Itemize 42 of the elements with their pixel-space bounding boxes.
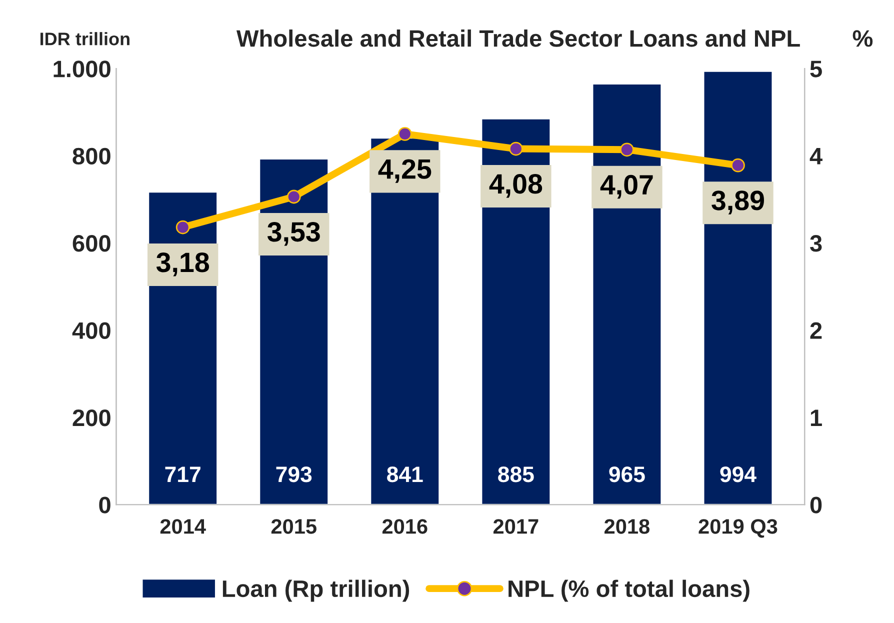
y2-tick-label: 2 bbox=[810, 322, 822, 339]
y-tick-label: 0 bbox=[99, 496, 110, 514]
y2-tick-label: 5 bbox=[810, 60, 822, 78]
y2-tick-label: 4 bbox=[810, 148, 822, 164]
legend-label: Loan (Rp trillion) bbox=[222, 580, 410, 602]
data-label: 3,18 bbox=[156, 252, 210, 276]
y-tick-label: 1.000 bbox=[54, 60, 110, 78]
point bbox=[176, 220, 190, 234]
x-tick-label: 2016 bbox=[382, 519, 428, 534]
x-tick-label: 2018 bbox=[604, 519, 650, 534]
x-tick-label: 2017 bbox=[493, 519, 538, 534]
y2-tick-label: 0 bbox=[810, 496, 822, 514]
y2-axis-title: % bbox=[852, 30, 873, 47]
data-label: 4,25 bbox=[378, 159, 432, 183]
y2-tick-label: 1 bbox=[810, 410, 822, 426]
data-label: 717 bbox=[165, 466, 200, 482]
chart-title: Wholesale and Retail Trade Sector Loans and NPL bbox=[236, 29, 800, 47]
bar bbox=[702, 70, 774, 505]
x-tick-label: 2019 Q3 bbox=[698, 519, 778, 538]
data-label: 793 bbox=[276, 466, 312, 482]
point bbox=[620, 142, 634, 157]
x-tick-label: 2015 bbox=[271, 519, 316, 534]
point bbox=[286, 190, 301, 204]
point bbox=[508, 142, 523, 156]
data-label: 885 bbox=[498, 466, 534, 482]
data-label: 4,08 bbox=[489, 174, 542, 198]
y-tick-label: 600 bbox=[72, 235, 110, 252]
point bbox=[731, 158, 745, 172]
y-axis-title: IDR trillion bbox=[40, 32, 130, 46]
data-label: 4,07 bbox=[600, 174, 653, 199]
data-label: 841 bbox=[387, 466, 423, 482]
y-tick-label: 200 bbox=[72, 409, 110, 426]
y-tick-label: 400 bbox=[72, 322, 110, 339]
point bbox=[398, 127, 412, 141]
x-tick-label: 2014 bbox=[160, 519, 206, 534]
data-label: 994 bbox=[720, 466, 756, 482]
data-label: 3,89 bbox=[712, 190, 764, 214]
data-label: 3,53 bbox=[267, 222, 320, 246]
data-label: 965 bbox=[609, 466, 645, 482]
y2-tick-label: 3 bbox=[810, 235, 822, 252]
legend-label: NPL (% of total loans) bbox=[508, 580, 750, 602]
y-tick-label: 800 bbox=[72, 148, 110, 165]
